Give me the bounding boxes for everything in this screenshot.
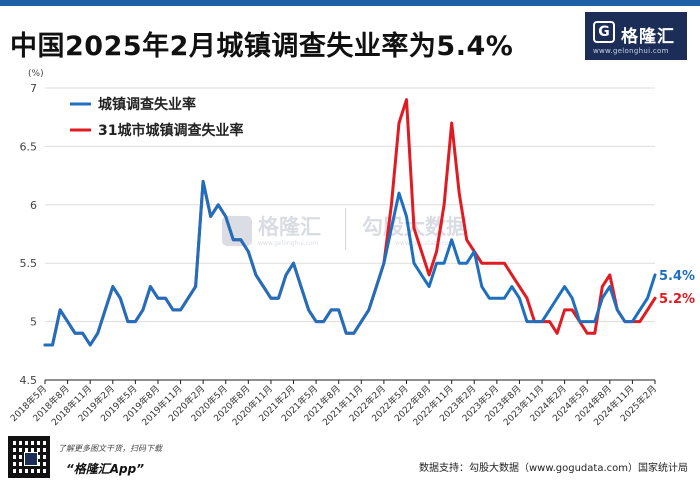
y-tick-label: 4.5 [20,374,38,387]
watermark-divider [345,208,347,250]
end-label-series1: 5.4% [659,269,695,284]
logo-g-icon: G [593,21,615,43]
brand-logo[interactable]: G 格隆汇 www.gelonghui.com [585,12,687,60]
chart-title: 中国2025年2月城镇调查失业率为5.4% [10,31,514,62]
watermark-brand-url: www.gelonghui.com [258,240,319,247]
legend-label-series1: 城镇调查失业率 [98,96,196,113]
y-axis-label: (%) [28,69,44,79]
y-tick-label: 7 [30,82,37,95]
top-accent-bar [0,0,700,6]
series-line-1 [43,179,657,347]
promo-text: 了解更多图文干货，扫码下载 [58,444,162,453]
legend: 城镇调查失业率 31城市城镇调查失业率 [70,96,243,139]
y-tick-label: 5.5 [20,257,38,270]
watermark: 格隆汇 www.gelonghui.com 勾股大数据 www.gogudata… [222,208,467,250]
end-labels: 5.4% 5.2% [659,269,695,307]
x-axis-ticks: 2018年5月2018年8月2018年11月2019年2月2019年5月2019… [8,380,659,428]
end-label-series2: 5.2% [659,292,695,307]
logo-url: www.gelonghui.com [593,47,669,55]
legend-label-series2: 31城市城镇调查失业率 [98,122,243,139]
data-source: 数据支持：勾股大数据（www.gogudata.com）国家统计局 [418,463,688,474]
qr-logo-icon [24,452,38,466]
y-tick-label: 5 [30,316,37,329]
y-axis-ticks: 4.5 5 5.5 6 6.5 7 [20,82,38,387]
watermark-brand: 格隆汇 [258,215,321,239]
watermark-data-url: www.gogudata.com [395,240,455,247]
logo-name: 格隆汇 [621,27,675,47]
series-lines [43,98,657,347]
qr-code[interactable] [8,436,50,478]
promo-app-name: “格隆汇App” [66,462,144,476]
y-tick-label: 6 [30,199,37,212]
y-tick-label: 6.5 [20,140,38,153]
